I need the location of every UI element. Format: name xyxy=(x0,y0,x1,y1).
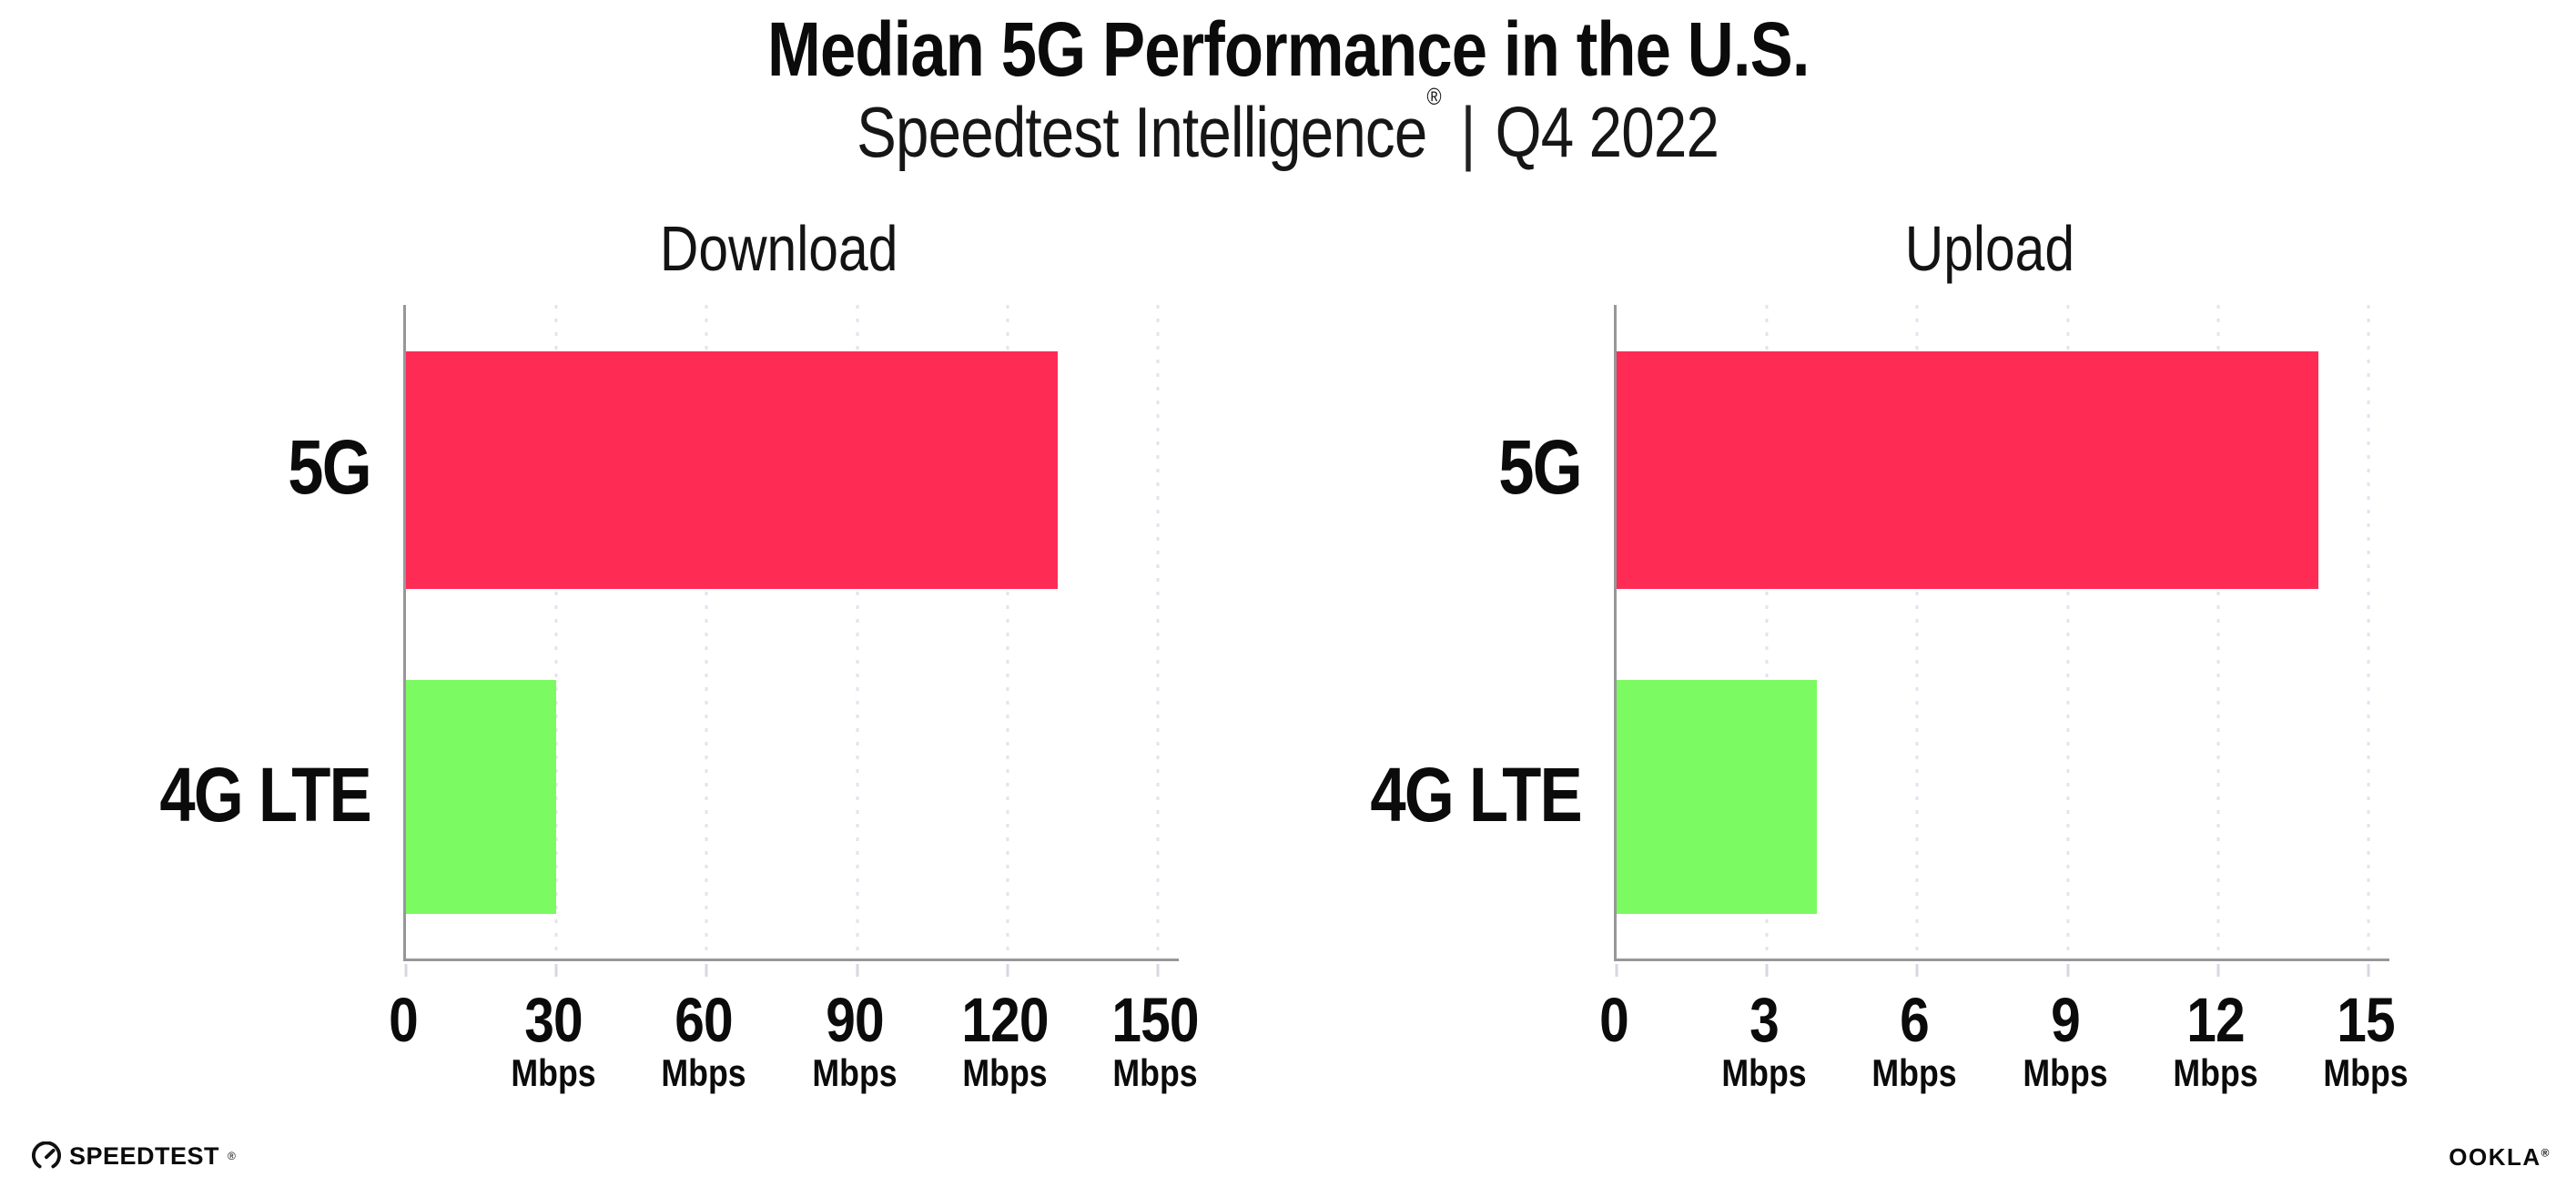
speedtest-gauge-icon xyxy=(32,1141,61,1169)
axis-tick xyxy=(1006,964,1009,977)
bar-4g-lte-download xyxy=(406,680,557,914)
x-tick-label: 90 Mbps xyxy=(811,985,898,1094)
x-tick-value: 0 xyxy=(389,985,419,1055)
x-tick-value: 150 xyxy=(1111,985,1199,1055)
x-tick-value: 6 xyxy=(1900,985,1931,1055)
x-tick-label: 150 Mbps xyxy=(1111,985,1199,1094)
x-tick-value: 0 xyxy=(1599,985,1629,1055)
plot-area xyxy=(403,305,1179,977)
x-tick-label: 3 Mbps xyxy=(1721,985,1807,1094)
speedtest-wordmark: SPEEDTEST xyxy=(69,1141,220,1170)
axis-tick xyxy=(1156,964,1160,977)
x-tick-value: 9 xyxy=(2050,985,2081,1055)
gridline xyxy=(1915,305,1919,959)
subtitle-text: Speedtest Intelligence® | Q4 2022 xyxy=(857,84,1720,172)
x-tick-unit: Mbps xyxy=(2022,1050,2108,1094)
axis-tick xyxy=(705,964,708,977)
download-chart-title: Download xyxy=(403,217,1155,280)
axis-tick xyxy=(1765,964,1769,977)
category-label-4g-lte: 4G LTE xyxy=(1370,752,1582,837)
registered-trademark-mark: ® xyxy=(1426,83,1442,110)
x-tick-value: 120 xyxy=(961,985,1049,1055)
x-tick-value: 90 xyxy=(825,985,884,1055)
bar-5g-download xyxy=(406,351,1058,589)
bar-5g-upload xyxy=(1617,351,2318,589)
x-tick-unit: Mbps xyxy=(962,1050,1048,1094)
gridline xyxy=(2367,305,2370,959)
gridline xyxy=(554,305,558,959)
page-subtitle: Speedtest Intelligence® | Q4 2022 xyxy=(0,84,2576,172)
page-title-text: Median 5G Performance in the U.S. xyxy=(766,6,1810,92)
axis-tick xyxy=(2367,964,2370,977)
subtitle-period: Q4 2022 xyxy=(1495,92,1719,172)
x-tick-value: 3 xyxy=(1749,985,1780,1055)
axis-tick xyxy=(856,964,859,977)
axis-tick xyxy=(1615,964,1618,977)
ookla-logo: OOKLA® xyxy=(2449,1143,2551,1172)
gridline xyxy=(856,305,859,959)
x-axis-line xyxy=(403,959,1179,961)
category-label-5g: 5G xyxy=(288,424,371,510)
x-tick-unit: Mbps xyxy=(2323,1050,2409,1094)
x-tick-label: 9 Mbps xyxy=(2022,985,2108,1094)
x-axis-ticks: 0 3 Mbps 6 Mbps 9 Mbps 12 Mbps 15 Mbps xyxy=(1599,985,2408,1145)
x-tick-unit: Mbps xyxy=(1721,1050,1807,1094)
gridline xyxy=(2216,305,2220,959)
gridline xyxy=(2066,305,2070,959)
x-tick-unit: Mbps xyxy=(661,1050,746,1094)
x-tick-value: 60 xyxy=(674,985,734,1055)
x-tick-label: 6 Mbps xyxy=(1871,985,1957,1094)
ookla-wordmark: OOKLA xyxy=(2449,1143,2541,1171)
download-chart-title-text: Download xyxy=(660,213,898,284)
x-axis-ticks: 0 30 Mbps 60 Mbps 90 Mbps 120 Mbps 150 Mbps xyxy=(389,985,1199,1145)
x-tick-value: 12 xyxy=(2186,985,2245,1055)
subtitle-divider: | xyxy=(1460,92,1476,172)
x-tick-unit: Mbps xyxy=(1112,1050,1198,1094)
plot-area xyxy=(1614,305,2389,977)
x-tick-label: 0 xyxy=(389,985,419,1055)
page-title: Median 5G Performance in the U.S. xyxy=(0,11,2576,87)
x-tick-unit: Mbps xyxy=(511,1050,596,1094)
x-tick-value: 15 xyxy=(2337,985,2395,1055)
x-tick-label: 30 Mbps xyxy=(511,985,596,1094)
axis-tick xyxy=(1915,964,1919,977)
x-tick-label: 0 xyxy=(1599,985,1629,1055)
upload-chart-title-text: Upload xyxy=(1904,213,2075,284)
x-tick-value: 30 xyxy=(524,985,583,1055)
upload-chart-title: Upload xyxy=(1614,217,2366,280)
x-tick-label: 60 Mbps xyxy=(661,985,746,1094)
x-tick-label: 120 Mbps xyxy=(961,985,1049,1094)
speedtest-logo: SPEEDTEST ® xyxy=(32,1136,236,1176)
axis-tick xyxy=(554,964,558,977)
gridline xyxy=(1765,305,1769,959)
gridline xyxy=(705,305,708,959)
axis-tick xyxy=(2216,964,2220,977)
x-tick-unit: Mbps xyxy=(1871,1050,1957,1094)
category-label-4g-lte: 4G LTE xyxy=(159,752,371,837)
x-tick-unit: Mbps xyxy=(2173,1050,2258,1094)
gridline xyxy=(1156,305,1160,959)
x-axis-line xyxy=(1614,959,2389,961)
axis-tick xyxy=(404,964,408,977)
gridline xyxy=(1006,305,1009,959)
x-tick-label: 12 Mbps xyxy=(2173,985,2258,1094)
subtitle-brand: Speedtest Intelligence xyxy=(857,92,1428,172)
axis-tick xyxy=(2066,964,2070,977)
x-tick-unit: Mbps xyxy=(811,1050,898,1094)
bar-4g-lte-upload xyxy=(1617,680,1818,914)
speedtest-trademark-mark: ® xyxy=(228,1150,236,1162)
ookla-registered-mark: ® xyxy=(2541,1146,2551,1160)
x-tick-label: 15 Mbps xyxy=(2323,985,2409,1094)
category-label-5g: 5G xyxy=(1498,424,1582,510)
